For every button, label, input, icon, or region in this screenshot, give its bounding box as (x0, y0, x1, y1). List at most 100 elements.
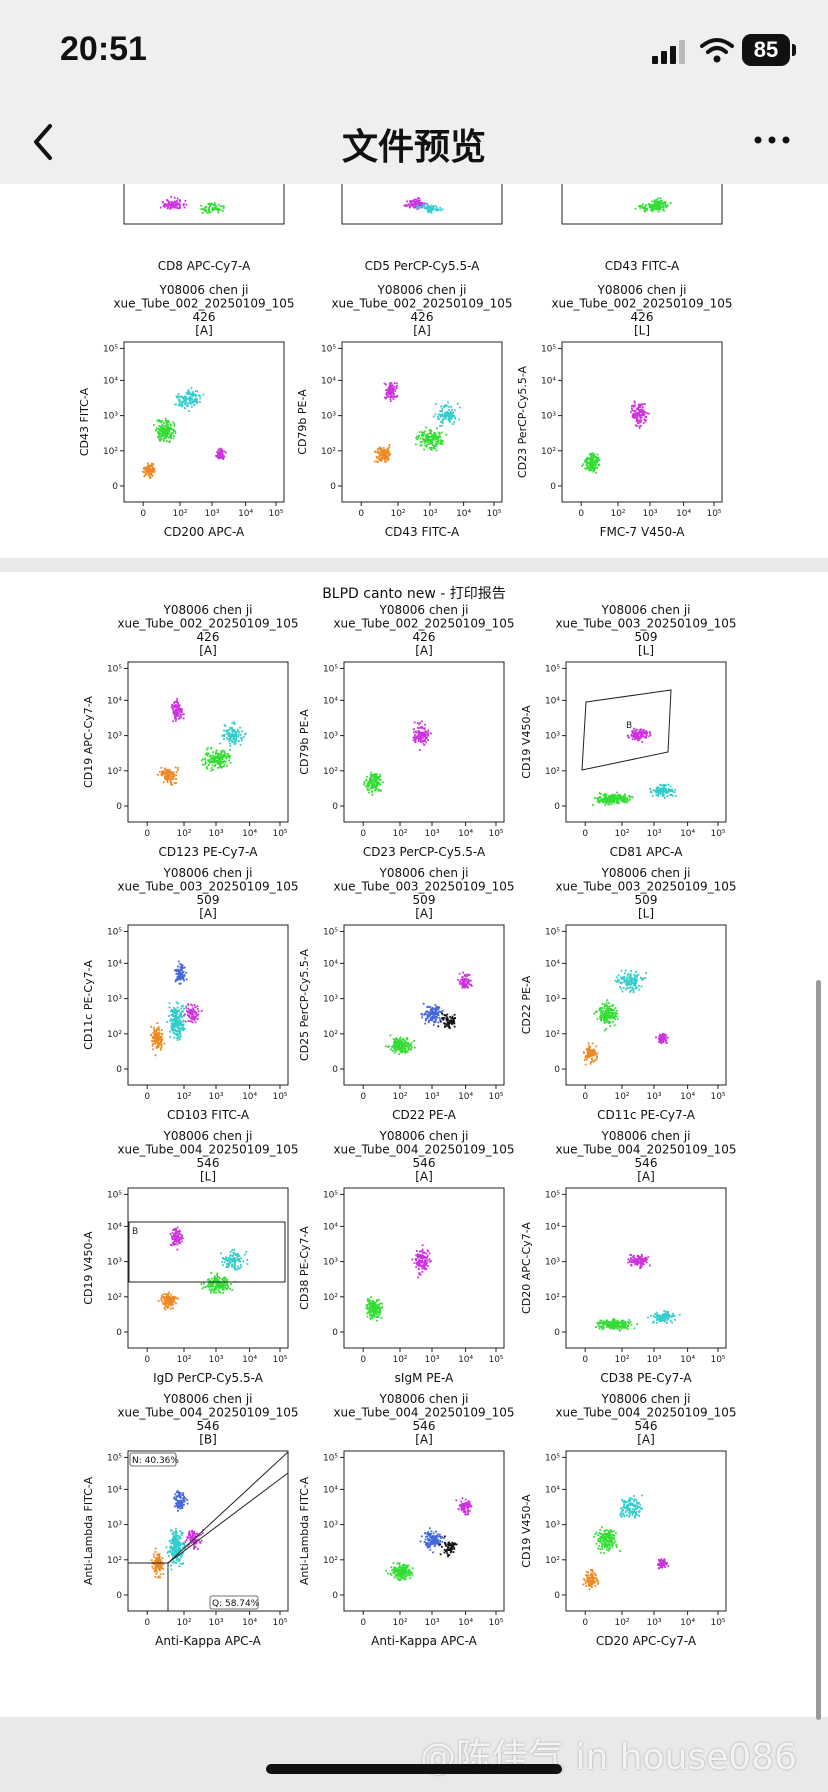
event-dot (370, 783, 373, 786)
event-dot (162, 1293, 165, 1296)
event-dot (633, 412, 636, 415)
event-dot (169, 204, 172, 206)
event-dot (630, 970, 633, 972)
event-dot (149, 465, 152, 468)
event-dot (636, 976, 638, 978)
event-dot (415, 437, 418, 440)
event-dot (171, 778, 174, 780)
event-dot (431, 1016, 433, 1019)
event-dot (398, 1039, 400, 1042)
y-tick-label: 10⁵ (541, 344, 556, 354)
event-dot (160, 420, 163, 423)
event-dot (178, 400, 181, 403)
event-dot (638, 732, 641, 735)
event-dot (173, 196, 176, 199)
event-dot (427, 209, 429, 212)
event-dot (153, 1040, 156, 1042)
event-dot (210, 747, 213, 749)
event-dot (424, 1266, 426, 1269)
event-dot (365, 778, 367, 781)
event-dot (634, 413, 636, 416)
event-dot (160, 432, 163, 435)
event-dot (238, 740, 240, 742)
more-options-icon[interactable] (752, 120, 792, 160)
event-dot (174, 1235, 177, 1238)
event-dot (443, 1017, 446, 1019)
event-dot (178, 712, 181, 715)
event-dot (609, 795, 611, 797)
x-axis-label: IgD PerCP-Cy5.5-A (153, 1371, 264, 1385)
event-dot (448, 412, 451, 415)
back-chevron-icon[interactable] (28, 120, 58, 164)
event-dot (626, 800, 629, 802)
event-dot (648, 206, 651, 209)
event-dot (657, 207, 660, 210)
event-dot (207, 759, 209, 762)
event-dot (653, 206, 656, 209)
event-dot (424, 735, 427, 738)
event-dot (163, 1299, 166, 1302)
event-dot (419, 204, 422, 206)
event-dot (396, 1040, 399, 1042)
event-dot (613, 1015, 616, 1018)
event-dot (427, 1011, 430, 1013)
event-dot (173, 1243, 175, 1246)
event-dot (414, 206, 417, 209)
event-dot (195, 1011, 198, 1014)
event-dot (654, 790, 657, 793)
event-dot (175, 1230, 177, 1232)
event-dot (217, 457, 220, 460)
event-dot (201, 1287, 204, 1290)
x-axis-label: CD23 PerCP-Cy5.5-A (363, 845, 486, 859)
event-dot (422, 1002, 425, 1005)
event-dot (620, 981, 623, 984)
event-dot (414, 736, 417, 738)
event-dot (376, 460, 378, 463)
event-dot (232, 1259, 235, 1262)
event-dot (181, 1016, 184, 1018)
event-dot (435, 1013, 438, 1015)
event-dot (223, 455, 226, 458)
event-dot (371, 774, 374, 776)
event-dot (419, 1257, 422, 1259)
event-dot (194, 1011, 197, 1014)
event-dot (598, 792, 601, 794)
x-tick-label: 10⁴ (680, 829, 695, 839)
event-dot (404, 203, 407, 206)
event-dot (399, 1041, 402, 1044)
event-dot (422, 732, 425, 734)
event-dot (616, 791, 618, 794)
event-dot (594, 467, 596, 470)
event-dot (178, 399, 180, 401)
event-dot (372, 782, 375, 785)
event-dot (633, 973, 636, 976)
event-dot (164, 773, 167, 776)
event-dot (216, 756, 218, 758)
event-dot (156, 427, 158, 430)
event-dot (445, 404, 447, 406)
event-dot (403, 204, 406, 207)
event-dot (176, 976, 179, 978)
event-dot (176, 1248, 179, 1251)
event-dot (366, 787, 369, 790)
event-dot (609, 1021, 612, 1024)
event-dot (592, 1060, 594, 1063)
event-dot (172, 720, 174, 723)
event-dot (391, 387, 394, 390)
event-dot (607, 803, 610, 805)
event-dot (400, 1046, 403, 1048)
plot-header-line: Y08006 chen ji (597, 283, 687, 297)
event-dot (238, 1259, 241, 1262)
event-dot (226, 1282, 228, 1285)
event-dot (222, 756, 224, 758)
event-dot (425, 1268, 428, 1271)
event-dot (189, 393, 192, 396)
event-dot (377, 452, 380, 455)
event-dot (418, 731, 421, 734)
event-dot (445, 1017, 448, 1020)
event-dot (197, 1013, 200, 1016)
event-dot (415, 443, 417, 446)
event-dot (369, 1314, 371, 1317)
event-dot (383, 453, 386, 456)
event-dot (167, 420, 170, 423)
